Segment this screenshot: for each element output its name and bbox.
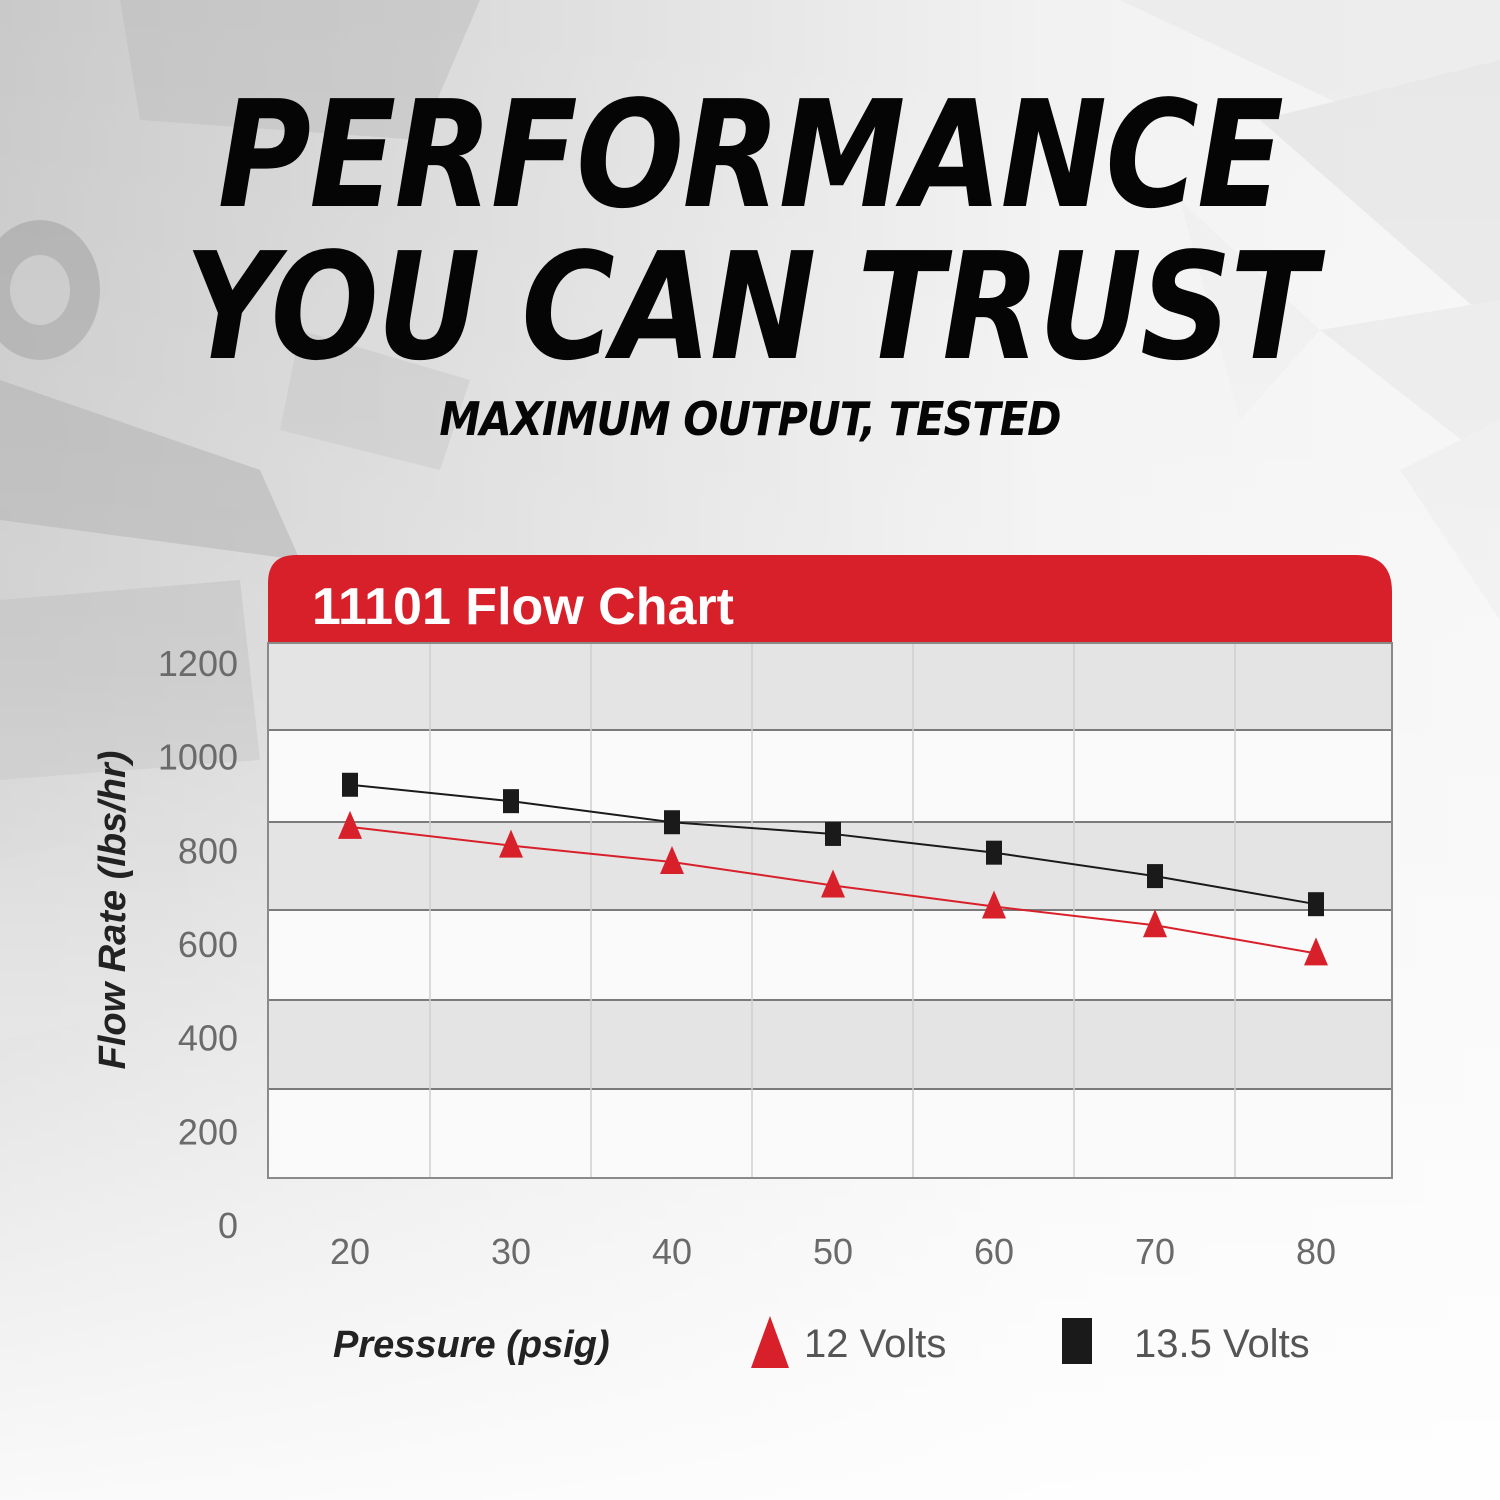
data-point-13-5-volts [825, 821, 841, 846]
x-tick-label: 40 [652, 1231, 692, 1272]
x-axis-title: Pressure (psig) [333, 1324, 610, 1366]
data-point-12-volts [982, 890, 1006, 919]
legend-marker-13-5-volts [1062, 1318, 1092, 1364]
data-point-12-volts [499, 829, 523, 858]
legend-label-12-volts: 12 Volts [804, 1322, 946, 1366]
chart-title: 11101 Flow Chart [312, 578, 734, 636]
data-point-13-5-volts [342, 772, 358, 797]
series-markers [338, 772, 1328, 966]
y-tick-label: 1200 [158, 643, 238, 684]
legend-label-13-5-volts: 13.5 Volts [1134, 1322, 1310, 1366]
y-axis-ticks: 0 200 400 600 800 1000 1200 [158, 643, 238, 1246]
data-point-12-volts [660, 846, 684, 875]
x-tick-label: 50 [813, 1231, 853, 1272]
data-point-13-5-volts [986, 840, 1002, 865]
legend-marker-12-volts [751, 1316, 789, 1368]
x-tick-label: 60 [974, 1231, 1014, 1272]
chart-title-banner [268, 555, 1392, 643]
headline-line-1: PERFORMANCE [217, 69, 1284, 241]
y-tick-label: 200 [178, 1111, 238, 1152]
y-tick-label: 0 [218, 1205, 238, 1246]
data-point-12-volts [1143, 909, 1167, 938]
y-tick-label: 400 [178, 1018, 238, 1059]
data-point-12-volts [338, 810, 362, 839]
plot-band [268, 1000, 1392, 1089]
x-tick-label: 70 [1135, 1231, 1175, 1272]
data-point-13-5-volts [503, 789, 519, 814]
plot-border [267, 642, 1393, 1179]
y-axis-title: Flow Rate (lbs/hr) [92, 751, 134, 1070]
y-tick-label: 800 [178, 830, 238, 871]
x-tick-label: 30 [491, 1231, 531, 1272]
data-point-12-volts [1304, 937, 1328, 966]
x-tick-label: 20 [330, 1231, 370, 1272]
headline-line-2: YOU CAN TRUST [184, 221, 1317, 393]
data-point-13-5-volts [1147, 864, 1163, 889]
x-axis-ticks: 20 30 40 50 60 70 80 [330, 1231, 1336, 1272]
legend: 12 Volts 13.5 Volts [751, 1316, 1310, 1368]
plot-band [268, 643, 1392, 730]
y-tick-label: 600 [178, 924, 238, 965]
y-tick-label: 1000 [158, 737, 238, 778]
data-point-12-volts [821, 869, 845, 898]
data-point-13-5-volts [1308, 892, 1324, 917]
data-point-13-5-volts [664, 810, 680, 835]
x-tick-label: 80 [1296, 1231, 1336, 1272]
headline-subtitle: MAXIMUM OUTPUT, TESTED [439, 392, 1061, 446]
